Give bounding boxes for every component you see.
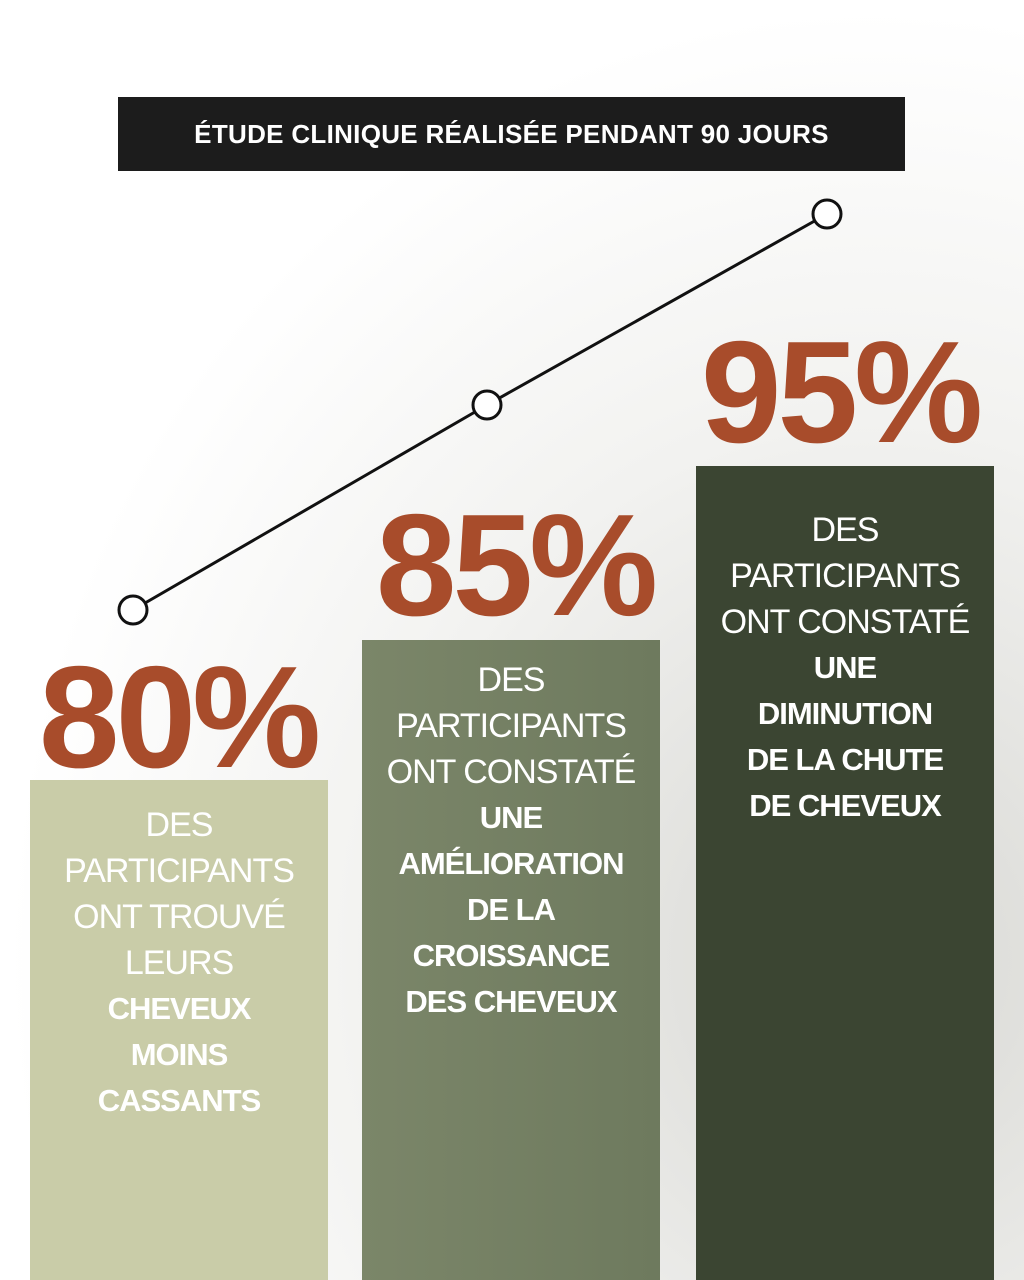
column: DES PARTICIPANTS ONT CONSTATÉ UNE AMÉLIORATI… [362,640,660,1280]
percent: 95% [700,311,983,473]
bold-text-line: DE LA CHUTE [746,742,944,777]
bold-text-line: DES CHEVEUX [405,984,617,1019]
bold-text-line: CROISSANCE [412,938,611,973]
trend-node [811,198,843,230]
header-title: ÉTUDE CLINIQUE RÉALISÉE PENDANT 90 JOURS [118,97,905,171]
text-line: LEURS [124,944,234,982]
percent: 80% [38,636,321,798]
column-text: DES PARTICIPANTS ONT TROUVÉ LEURS CHEVEUX MOI… [30,802,328,1124]
trend-line [117,198,843,626]
column: DES PARTICIPANTS ONT TROUVÉ LEURS CHEVEUX MOI… [30,780,328,1280]
percent: 85% [375,484,658,646]
text-line: PARTICIPANTS [396,707,627,745]
text-line: DES [145,806,214,844]
bold-text-line: DE CHEVEUX [749,788,942,823]
bold-text-line: CASSANTS [97,1083,262,1118]
column: DES PARTICIPANTS ONT CONSTATÉ UNE DIMINUTION… [696,466,994,1280]
text-line: DES [477,661,546,699]
bold-text-line: AMÉLIORATION [398,846,624,881]
text-line: PARTICIPANTS [64,852,295,890]
column-text: DES PARTICIPANTS ONT CONSTATÉ UNE DIMINUTION… [696,507,994,829]
text-line: PARTICIPANTS [730,557,961,595]
bold-text-line: DE LA [467,892,556,927]
trend-node [471,389,503,421]
bold-text-line: MOINS [130,1037,229,1072]
bold-text-line: DIMINUTION [757,696,933,731]
bold-text-line: UNE [479,800,543,835]
column-text: DES PARTICIPANTS ONT CONSTATÉ UNE AMÉLIORATI… [362,657,660,1025]
bold-text-line: CHEVEUX [107,991,252,1026]
text-line: DES [811,511,880,549]
text-line: ONT CONSTATÉ [720,603,971,641]
bold-text-line: UNE [813,650,877,685]
text-line: ONT TROUVÉ [73,898,286,936]
text-line: ONT CONSTATÉ [386,753,637,791]
trend-node [117,594,149,626]
